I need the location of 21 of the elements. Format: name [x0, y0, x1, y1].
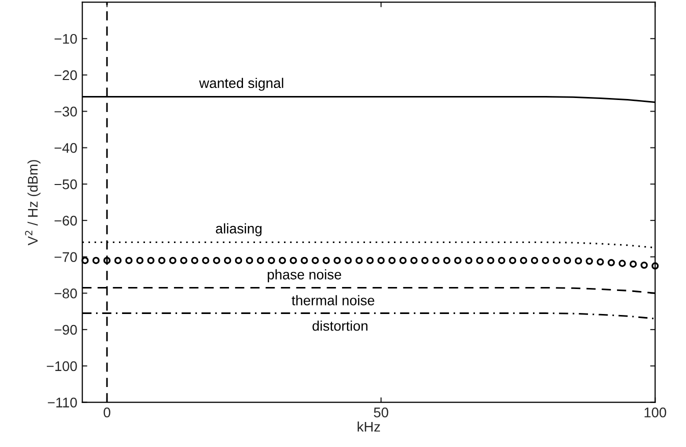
x-tick-label: 50: [374, 408, 388, 418]
y-tick-label: −20: [54, 70, 77, 80]
y-tick-label: −60: [54, 216, 77, 226]
y-tick-label: −10: [54, 34, 77, 44]
series-label: distortion: [312, 320, 368, 331]
x-tick-label: 0: [104, 408, 110, 418]
series-label: aliasing: [216, 223, 262, 236]
y-tick-label: −70: [54, 252, 77, 262]
y-tick-label: −30: [54, 106, 77, 117]
y-tick-label: −110: [48, 398, 77, 408]
y-tick-label: −90: [54, 324, 77, 335]
y-tick-label: −80: [54, 288, 77, 298]
y-axis-title: V$^{2}$ / Hz (dBm): [25, 160, 40, 246]
series-label: wanted signal: [199, 78, 284, 91]
y-tick-label: −100: [46, 361, 77, 372]
x-axis-title: kHz: [358, 421, 380, 432]
series-label: thermal noise: [292, 295, 374, 306]
y-tick-label: −50: [54, 179, 77, 190]
series-label: phase noise: [268, 269, 342, 282]
y-tick-label: −40: [54, 143, 77, 153]
x-tick-label: 100: [644, 408, 666, 418]
